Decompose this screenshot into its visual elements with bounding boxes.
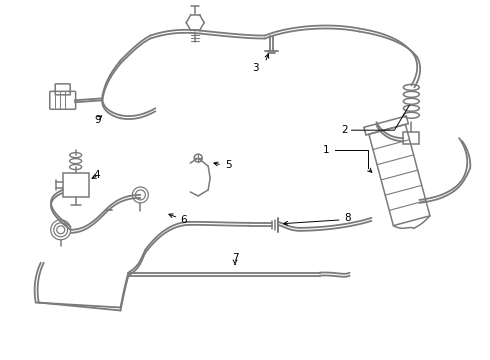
Text: 9: 9 (94, 115, 100, 125)
Text: 4: 4 (94, 170, 100, 180)
Text: 2: 2 (341, 125, 347, 135)
Text: 7: 7 (232, 253, 238, 263)
Bar (403, 132, 419, 144)
Bar (369, 125, 430, 226)
Text: 6: 6 (180, 215, 187, 225)
Text: 3: 3 (253, 63, 259, 73)
Text: 8: 8 (344, 213, 351, 223)
Bar (63, 173, 89, 197)
Text: 1: 1 (323, 145, 330, 155)
Text: 5: 5 (225, 160, 232, 170)
